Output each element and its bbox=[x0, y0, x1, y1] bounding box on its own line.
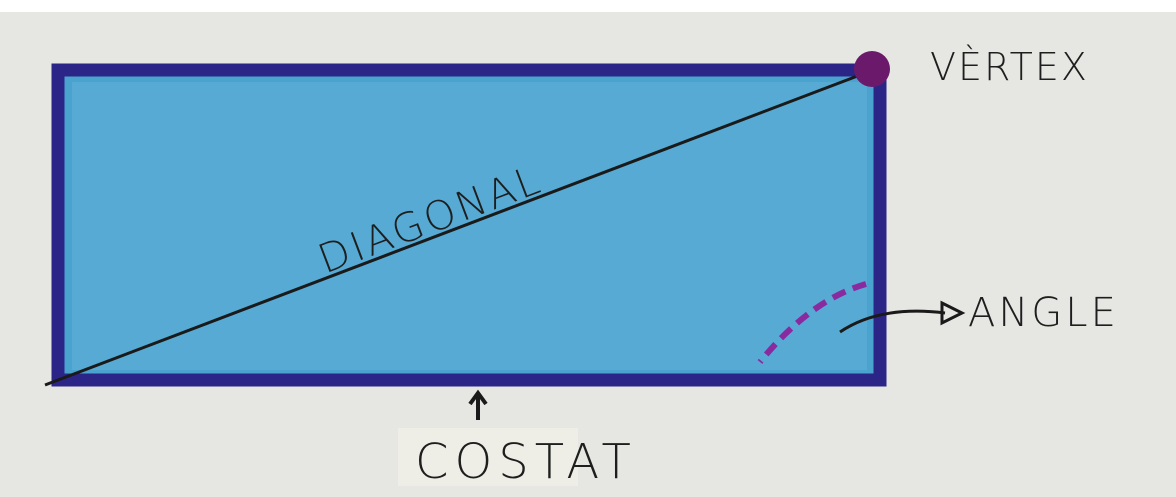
side-label: COSTAT bbox=[415, 434, 637, 490]
angle-label: ANGLE bbox=[968, 290, 1119, 336]
vertex-label: VÈRTEX bbox=[930, 45, 1089, 89]
diagram: DIAGONAL VÈRTEX ANGLE COSTAT bbox=[0, 0, 1176, 497]
top-edge bbox=[0, 0, 1176, 12]
vertex-dot bbox=[854, 51, 890, 87]
